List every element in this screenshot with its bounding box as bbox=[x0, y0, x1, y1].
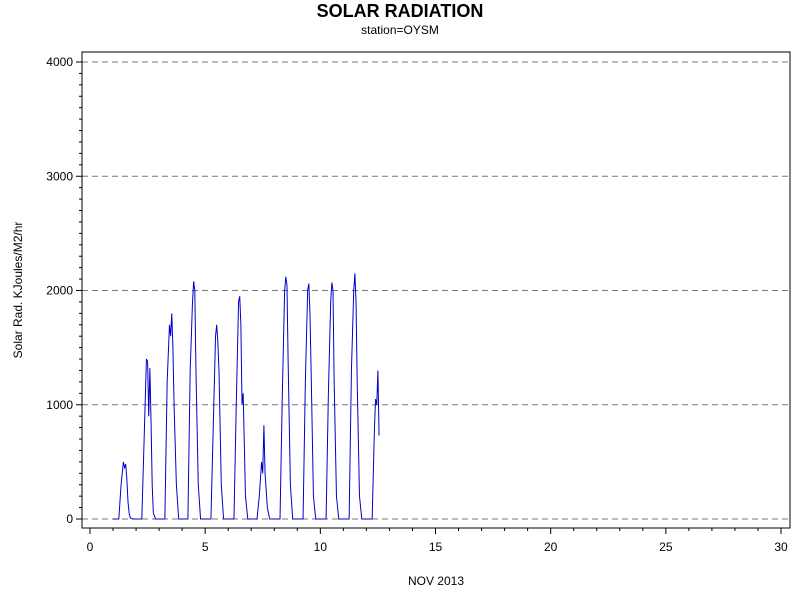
y-tick-label: 4000 bbox=[46, 55, 73, 69]
x-axis-label: NOV 2013 bbox=[408, 574, 464, 588]
series-line bbox=[113, 273, 380, 520]
x-tick-label: 25 bbox=[659, 540, 673, 554]
x-tick-label: 5 bbox=[202, 540, 209, 554]
x-tick-label: 0 bbox=[87, 540, 94, 554]
x-tick-label: 10 bbox=[314, 540, 328, 554]
y-tick-label: 1000 bbox=[46, 398, 73, 412]
y-tick-label: 3000 bbox=[46, 169, 73, 183]
x-tick-label: 15 bbox=[429, 540, 443, 554]
y-axis: 0 1000 2000 3000 4000 bbox=[46, 55, 82, 526]
chart-title: SOLAR RADIATION bbox=[317, 1, 484, 21]
x-axis: 0 5 10 15 20 25 30 bbox=[87, 528, 788, 554]
y-tick-label: 0 bbox=[66, 512, 73, 526]
y-tick-label: 2000 bbox=[46, 284, 73, 298]
x-tick-label: 30 bbox=[774, 540, 788, 554]
y-axis-label: Solar Rad. KJoules/M2/hr bbox=[11, 222, 25, 359]
chart-subtitle: station=OYSM bbox=[361, 23, 439, 37]
x-tick-label: 20 bbox=[544, 540, 558, 554]
gridlines bbox=[82, 61, 790, 520]
